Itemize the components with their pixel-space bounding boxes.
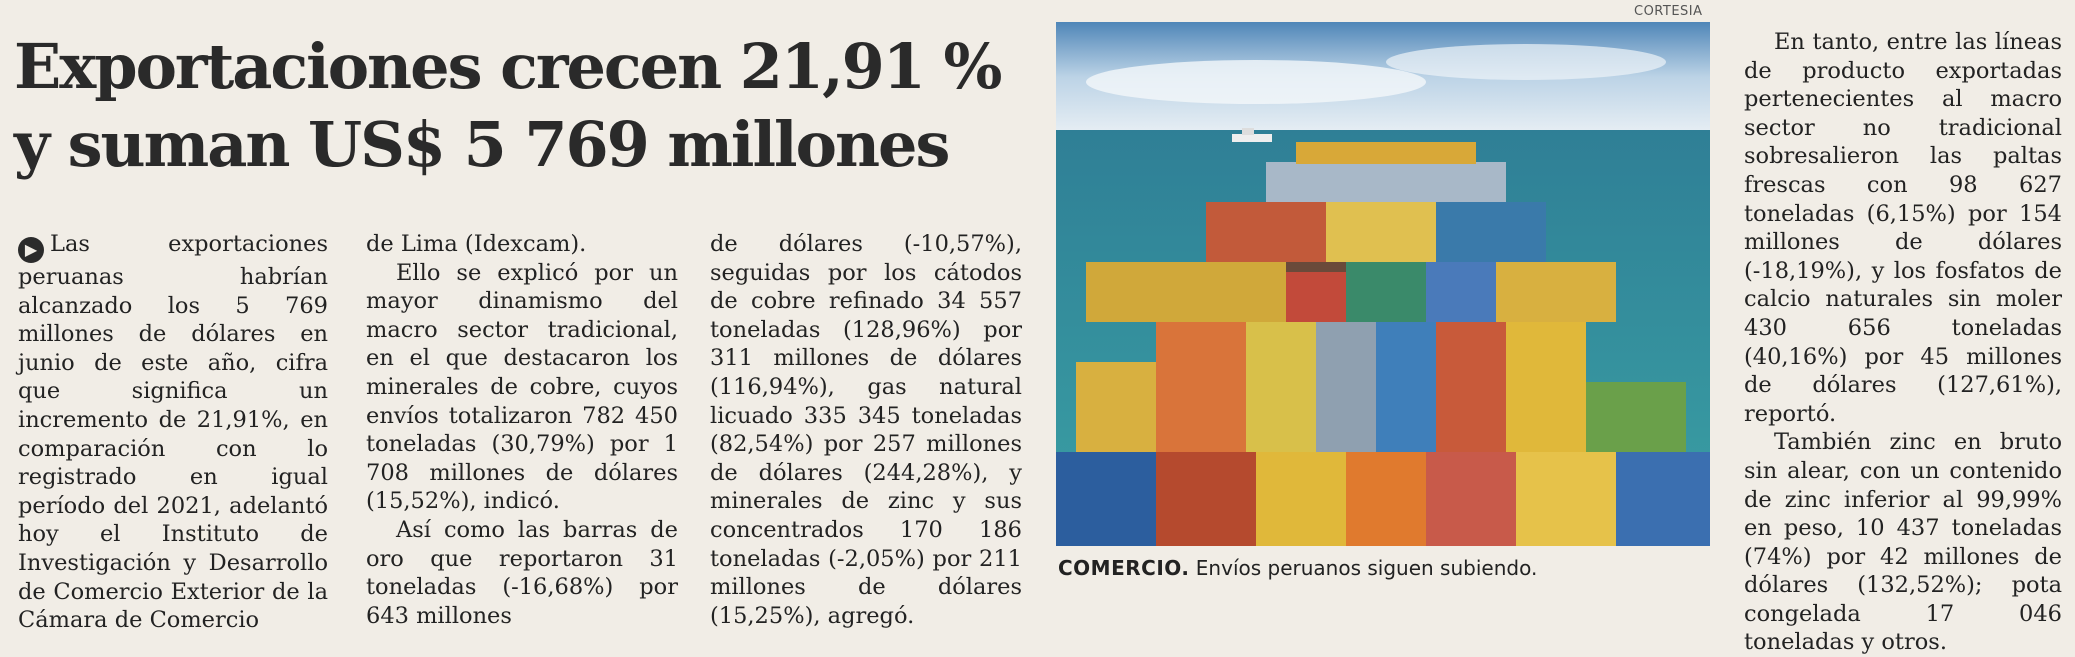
article-column-4: En tanto, entre las líneas de producto e… <box>1744 28 2062 657</box>
caption-text: Envíos peruanos siguen subiendo. <box>1189 556 1538 580</box>
column-4-paragraph-1: En tanto, entre las líneas de producto e… <box>1744 29 2062 427</box>
column-2-paragraph-3: Así como las barras de oro que reportaro… <box>366 516 678 629</box>
headline: Exportaciones crecen 21,91 % y suman US$… <box>14 28 1054 184</box>
article-column-2: de Lima (Idexcam). Ello se explicó por u… <box>366 230 678 630</box>
column-1-text: Las exportaciones peruanas habrían alcan… <box>18 231 328 634</box>
caption-label: COMERCIO. <box>1058 556 1190 580</box>
photo-caption: COMERCIO. Envíos peruanos siguen subiend… <box>1058 556 1537 580</box>
photo-credit: CORTESIA <box>1634 4 1703 19</box>
headline-line-2: y suman US$ 5 769 millones <box>14 108 950 181</box>
column-2-paragraph-1: de Lima (Idexcam). <box>366 231 587 257</box>
article-column-3: de dólares (-10,57%), seguidas por los c… <box>710 230 1022 630</box>
headline-line-1: Exportaciones crecen 21,91 % <box>14 30 1002 103</box>
column-2-paragraph-2: Ello se explicó por un mayor dinamismo d… <box>366 259 678 515</box>
column-3-text: de dólares (-10,57%), seguidas por los c… <box>710 231 1022 629</box>
cargo-containers <box>1056 142 1710 546</box>
article-column-1: ▶ Las exportaciones peruanas habrían alca… <box>18 230 328 635</box>
arrow-bullet-icon: ▶ <box>18 237 44 263</box>
column-4-paragraph-2: También zinc en bruto sin alear, con un … <box>1744 429 2062 656</box>
container-ship-photo <box>1056 22 1710 546</box>
